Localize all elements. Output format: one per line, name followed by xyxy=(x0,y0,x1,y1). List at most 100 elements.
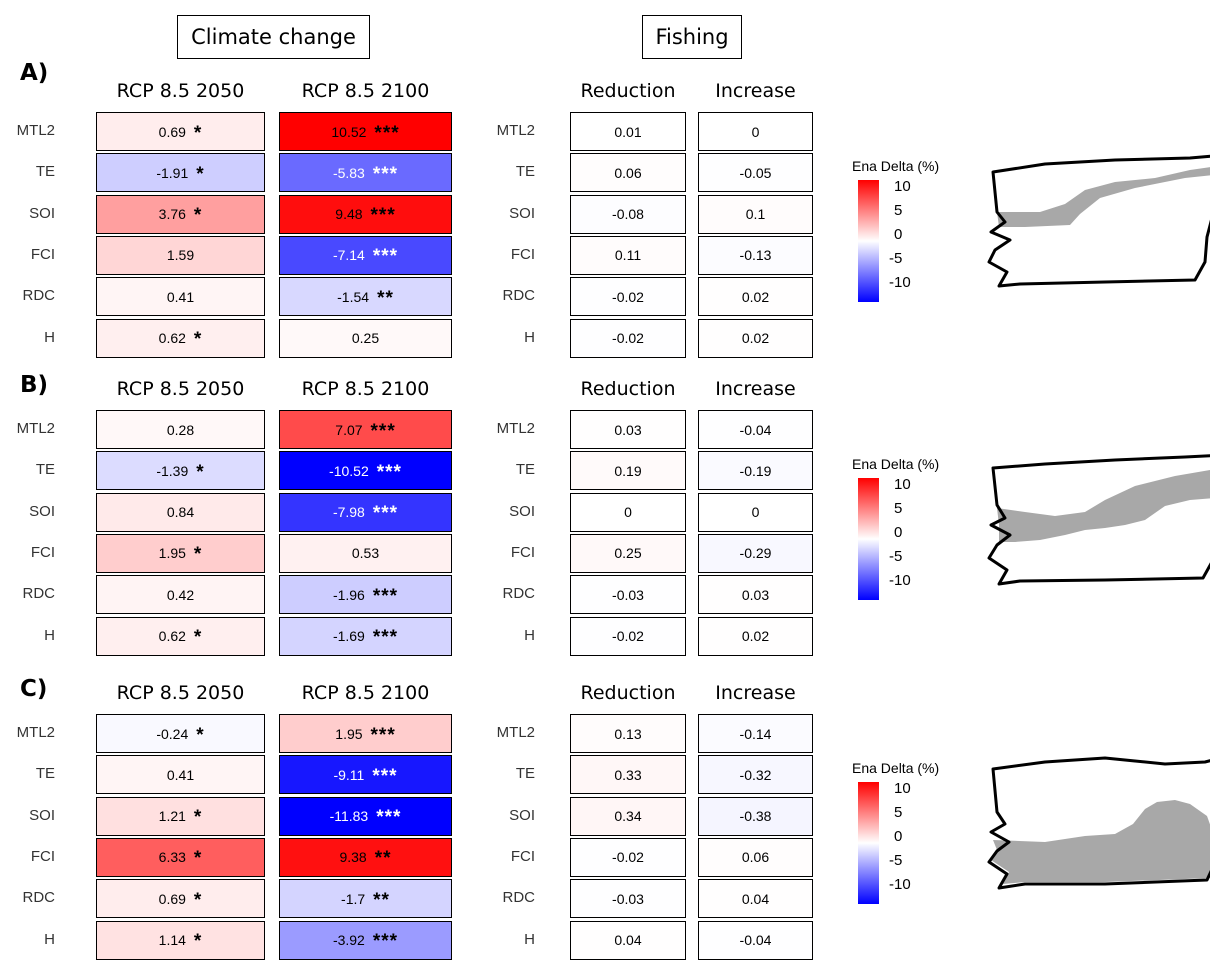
significance-marker: *** xyxy=(370,420,396,442)
heatmap-cell: 0 xyxy=(570,492,686,532)
cell-value: 1.21 xyxy=(158,808,186,825)
legend-title: Ena Delta (%) xyxy=(852,158,940,174)
cell-value: 0.41 xyxy=(166,288,195,305)
cell-value: 0.25 xyxy=(614,545,642,562)
cell-value: 1.95 xyxy=(158,545,186,562)
cell-value: 0.04 xyxy=(741,890,770,907)
heatmap-cell: 0 xyxy=(698,492,813,532)
row-label: MTL2 xyxy=(16,122,55,139)
heatmap-cell: 0.25 xyxy=(570,533,686,573)
heatmap-cell: 0.02 xyxy=(698,318,813,358)
heatmap-panel: C) RCP 8.5 2050 RCP 8.5 2100 Reduction Incre… xyxy=(0,672,1210,962)
heatmap-cell: -7.14 *** xyxy=(279,235,452,275)
cell-value: 9.38 xyxy=(339,849,367,866)
region-map xyxy=(987,154,1210,288)
heatmap-cell: 0.69 * xyxy=(96,879,265,919)
heatmap-cell: -0.03 xyxy=(570,575,686,615)
cell-value: -1.69 xyxy=(332,628,365,644)
heatmap-cell: 0.19 xyxy=(570,451,686,491)
row-label: SOI xyxy=(29,204,55,222)
heatmap-cell: 0.41 xyxy=(96,755,265,795)
heatmap-cell: 0 xyxy=(698,112,813,151)
row-label: RDC xyxy=(502,585,536,603)
heatmap-cell: 0.53 xyxy=(279,533,452,573)
legend-tick: 5 xyxy=(894,500,903,517)
cell-value: -0.02 xyxy=(612,849,644,866)
cell-value: -0.02 xyxy=(612,330,644,346)
cell-value: -0.08 xyxy=(612,206,644,223)
cell-value: 0 xyxy=(624,504,632,521)
column-header: RCP 8.5 2100 xyxy=(301,682,430,704)
cell-value: 0.11 xyxy=(614,247,642,264)
cell-value: 0 xyxy=(751,123,760,140)
legend-colorbar xyxy=(858,180,879,302)
region-map xyxy=(987,756,1210,890)
legend-tick: -5 xyxy=(889,250,903,267)
legend-tick: 10 xyxy=(894,476,911,493)
heatmap-cell: 0.42 xyxy=(96,575,265,615)
row-label: MTL2 xyxy=(16,420,55,437)
cell-value: 6.33 xyxy=(158,849,186,866)
heatmap-cell: 0.02 xyxy=(698,616,813,656)
row-label: RDC xyxy=(22,889,56,907)
heatmap-cell: 0.62 * xyxy=(96,318,265,358)
climate-change-header: Climate change xyxy=(177,15,370,59)
row-label: MTL2 xyxy=(496,724,535,741)
heatmap-cell: 0.34 xyxy=(570,796,686,836)
row-label: RDC xyxy=(502,287,536,305)
legend-tick: 0 xyxy=(894,828,903,845)
row-label: H xyxy=(44,930,55,948)
row-label: RDC xyxy=(22,287,56,305)
cell-value: 0.53 xyxy=(351,545,380,562)
heatmap-cell: -0.13 xyxy=(698,235,813,275)
heatmap-cell: 10.52 *** xyxy=(279,112,452,151)
heatmap-cell: 0.62 * xyxy=(96,616,265,656)
heatmap-cell: -0.04 xyxy=(698,920,813,960)
significance-marker: * xyxy=(193,122,203,144)
heatmap-cell: -0.05 xyxy=(698,153,813,193)
legend-tick: 5 xyxy=(894,804,903,821)
heatmap-cell: 0.04 xyxy=(698,879,813,919)
heatmap-cell: 0.41 xyxy=(96,277,265,317)
significance-marker: *** xyxy=(372,765,398,787)
heatmap-cell: 0.69 * xyxy=(96,112,265,151)
row-label: H xyxy=(524,626,535,644)
cell-value: 0.62 xyxy=(158,628,186,644)
cell-value: 0.69 xyxy=(158,123,186,140)
heatmap-cell: 0.1 xyxy=(698,194,813,234)
cell-value: 0.84 xyxy=(166,504,195,521)
column-header: RCP 8.5 2050 xyxy=(116,80,245,102)
row-label: SOI xyxy=(29,502,55,520)
significance-marker: *** xyxy=(376,461,402,483)
cell-value: 0 xyxy=(751,504,760,521)
heatmap-cell: -7.98 *** xyxy=(279,492,452,532)
column-header: Increase xyxy=(715,682,796,704)
cell-value: -0.14 xyxy=(739,725,772,742)
heatmap-cell: -1.96 *** xyxy=(279,575,452,615)
heatmap-cell: -0.32 xyxy=(698,755,813,795)
heatmap-cell: 0.03 xyxy=(698,575,813,615)
cell-value: 0.42 xyxy=(166,586,195,603)
cell-value: 3.76 xyxy=(158,206,186,223)
heatmap-cell: 9.48 *** xyxy=(279,194,452,234)
legend-title: Ena Delta (%) xyxy=(852,760,940,776)
heatmap-cell: 1.95 * xyxy=(96,533,265,573)
significance-marker: *** xyxy=(372,585,399,607)
cell-value: 0.41 xyxy=(166,766,195,783)
significance-marker: *** xyxy=(372,163,399,185)
row-label: TE xyxy=(515,461,535,479)
heatmap-cell: 0.03 xyxy=(570,410,686,449)
column-header: RCP 8.5 2100 xyxy=(301,378,430,400)
cell-value: -0.13 xyxy=(739,247,772,264)
heatmap-cell: -1.69 *** xyxy=(279,616,452,656)
heatmap-cell: -0.29 xyxy=(698,533,813,573)
heatmap-cell: -1.39 * xyxy=(96,451,265,491)
heatmap-cell: 0.84 xyxy=(96,492,265,532)
heatmap-cell: -1.91 * xyxy=(96,153,265,193)
column-header: Increase xyxy=(715,80,796,102)
cell-value: 0.02 xyxy=(741,288,770,305)
cell-value: 0.02 xyxy=(741,330,770,346)
cell-value: 1.95 xyxy=(335,725,363,742)
heatmap-panel: B) RCP 8.5 2050 RCP 8.5 2100 Reduction Incre… xyxy=(0,368,1210,658)
cell-value: -0.02 xyxy=(612,288,644,305)
